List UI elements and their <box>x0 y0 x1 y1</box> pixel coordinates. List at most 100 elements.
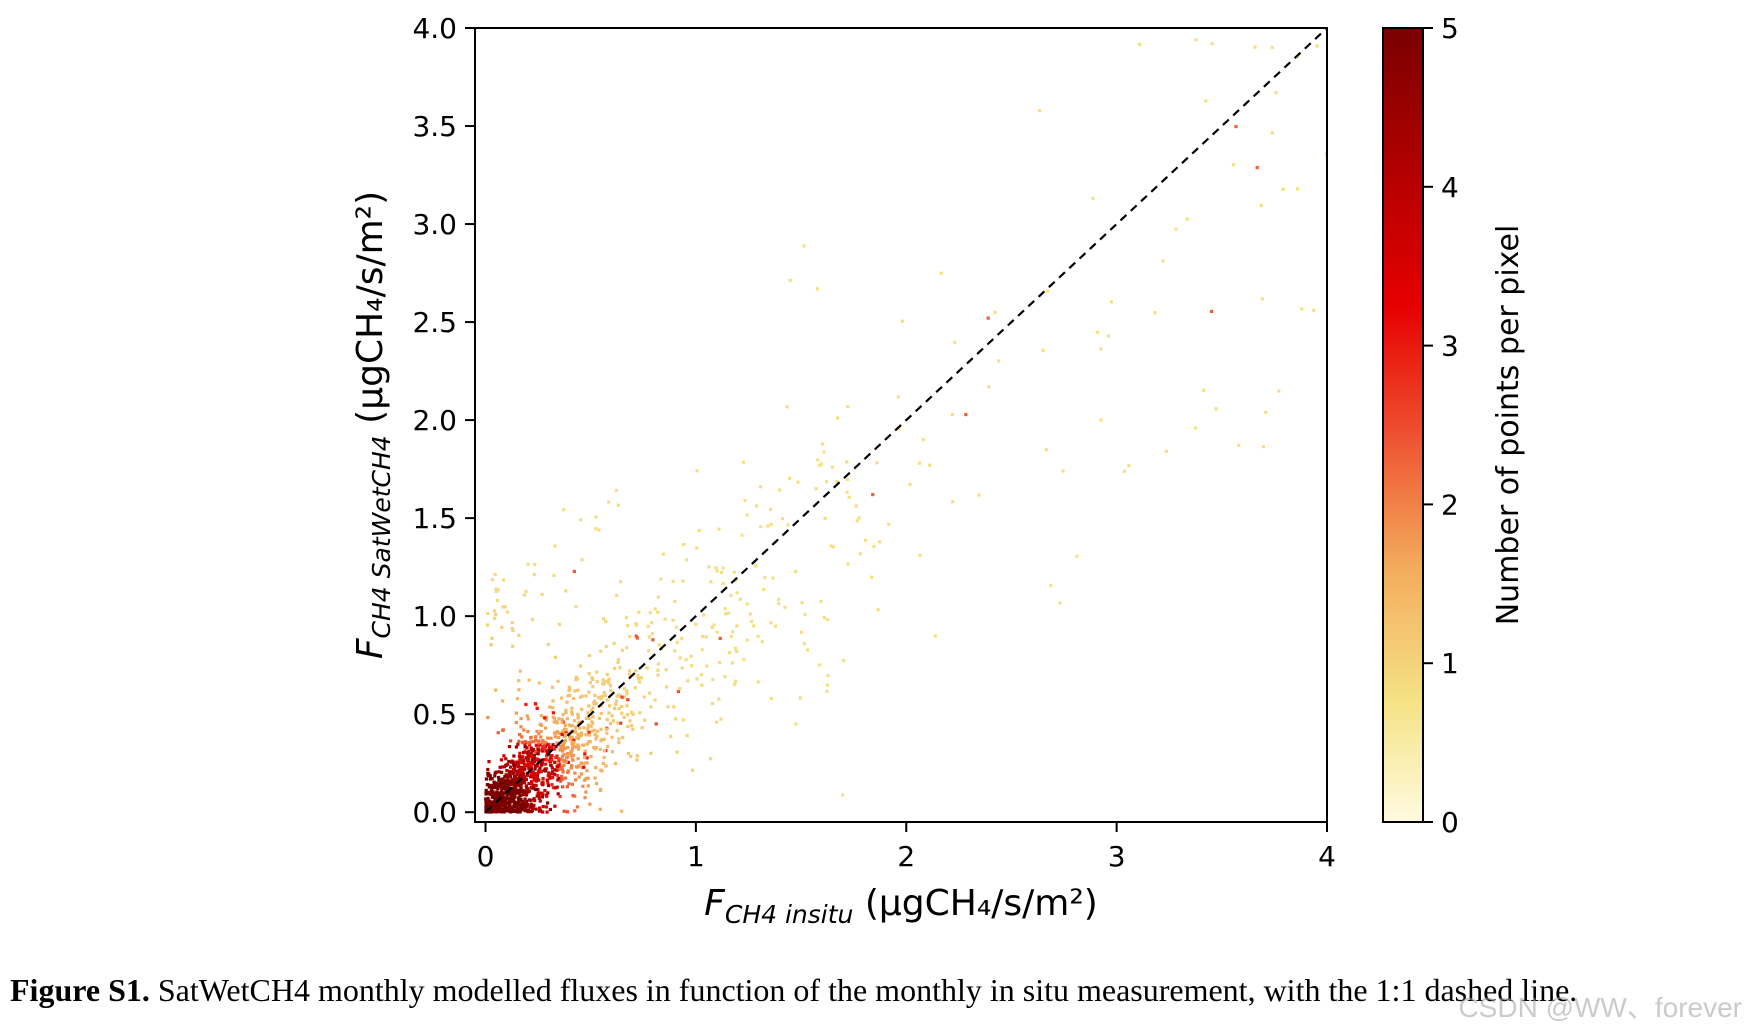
scatter-point <box>633 686 637 690</box>
scatter-point <box>489 643 493 647</box>
scatter-point <box>584 790 588 794</box>
scatter-point <box>620 809 624 813</box>
scatter-point <box>541 780 545 784</box>
scatter-point <box>519 760 523 765</box>
scatter-point <box>546 781 550 785</box>
scatter-point <box>702 613 706 617</box>
scatter-point <box>515 763 519 767</box>
scatter-point <box>527 766 531 770</box>
scatter-point <box>526 717 530 721</box>
scatter-point <box>535 774 539 778</box>
scatter-point <box>485 791 490 795</box>
scatter-point <box>626 713 630 717</box>
y-tick-label: 1.5 <box>412 502 457 535</box>
scatter-point <box>493 782 497 786</box>
scatter-point <box>485 797 489 801</box>
scatter-point <box>546 736 550 740</box>
scatter-point <box>678 656 682 660</box>
scatter-point <box>523 745 527 749</box>
scatter-point <box>845 490 849 494</box>
scatter-point <box>503 791 507 795</box>
scatter-point <box>513 791 517 796</box>
scatter-point <box>515 779 519 783</box>
scatter-point <box>530 775 535 779</box>
scatter-point <box>711 677 715 682</box>
scatter-point <box>537 681 541 685</box>
scatter-point <box>494 784 498 788</box>
scatter-point <box>577 775 581 779</box>
scatter-points <box>484 38 1327 814</box>
scatter-point <box>556 731 560 735</box>
scatter-point <box>590 676 594 680</box>
scatter-point <box>659 577 663 581</box>
scatter-point <box>509 809 514 813</box>
scatter-point <box>543 716 547 720</box>
scatter-point <box>951 500 955 504</box>
scatter-point <box>719 717 723 721</box>
scatter-point <box>769 522 773 526</box>
scatter-point <box>500 802 504 806</box>
scatter-point <box>684 558 688 562</box>
scatter-point <box>964 413 968 417</box>
scatter-point <box>700 648 704 652</box>
scatter-point <box>605 717 609 722</box>
scatter-point <box>563 759 567 764</box>
scatter-point <box>545 810 549 814</box>
scatter-point <box>729 593 733 598</box>
scatter-point <box>939 271 943 275</box>
scatter-point <box>498 765 502 769</box>
scatter-point <box>524 702 528 707</box>
scatter-point <box>574 605 578 609</box>
y-tick-label: 3.0 <box>412 208 457 241</box>
scatter-point <box>534 783 538 787</box>
scatter-point <box>560 754 565 759</box>
scatter-point <box>685 734 689 738</box>
y-tick-label: 2.0 <box>412 404 457 437</box>
scatter-point <box>527 782 531 786</box>
scatter-point <box>777 601 781 606</box>
scatter-point <box>718 660 722 665</box>
scatter-point <box>526 787 530 791</box>
scatter-point <box>690 664 694 668</box>
scatter-point <box>580 707 584 711</box>
scatter-point <box>522 762 526 766</box>
scatter-point <box>519 789 523 793</box>
scatter-point <box>534 739 538 743</box>
scatter-point <box>1274 91 1278 95</box>
scatter-point <box>521 741 525 745</box>
colorbar-ticks: 0 1 2 3 4 5 <box>1423 12 1459 839</box>
scatter-point <box>615 593 619 597</box>
scatter-point <box>579 664 583 668</box>
scatter-point <box>490 804 494 809</box>
scatter-point <box>794 722 798 726</box>
scatter-point <box>586 784 590 788</box>
watermark: CSDN @WW、forever <box>1458 992 1742 1023</box>
x-tick-label: 1 <box>687 840 705 873</box>
scatter-point <box>607 677 611 681</box>
scatter-point <box>529 802 533 806</box>
scatter-point <box>553 731 557 735</box>
scatter-point <box>562 809 566 813</box>
scatter-point <box>553 760 557 765</box>
scatter-point <box>507 745 512 749</box>
scatter-point <box>502 796 506 800</box>
caption-text: SatWetCH4 monthly modelled fluxes in fun… <box>149 972 1578 1008</box>
scatter-point <box>836 416 840 420</box>
scatter-point <box>735 624 739 628</box>
scatter-point <box>675 750 679 754</box>
scatter-point <box>569 751 573 756</box>
scatter-point <box>820 442 825 446</box>
scatter-point <box>575 736 579 740</box>
scatter-point <box>599 768 603 772</box>
scatter-point <box>997 359 1001 363</box>
scatter-point <box>537 794 541 798</box>
scatter-point <box>496 793 501 797</box>
scatter-point <box>495 790 499 794</box>
scatter-point <box>653 607 657 611</box>
scatter-point <box>521 760 525 764</box>
scatter-point <box>656 595 660 599</box>
scatter-point <box>562 753 566 757</box>
scatter-point <box>487 803 491 807</box>
scatter-point <box>657 643 661 647</box>
scatter-point <box>769 696 773 701</box>
